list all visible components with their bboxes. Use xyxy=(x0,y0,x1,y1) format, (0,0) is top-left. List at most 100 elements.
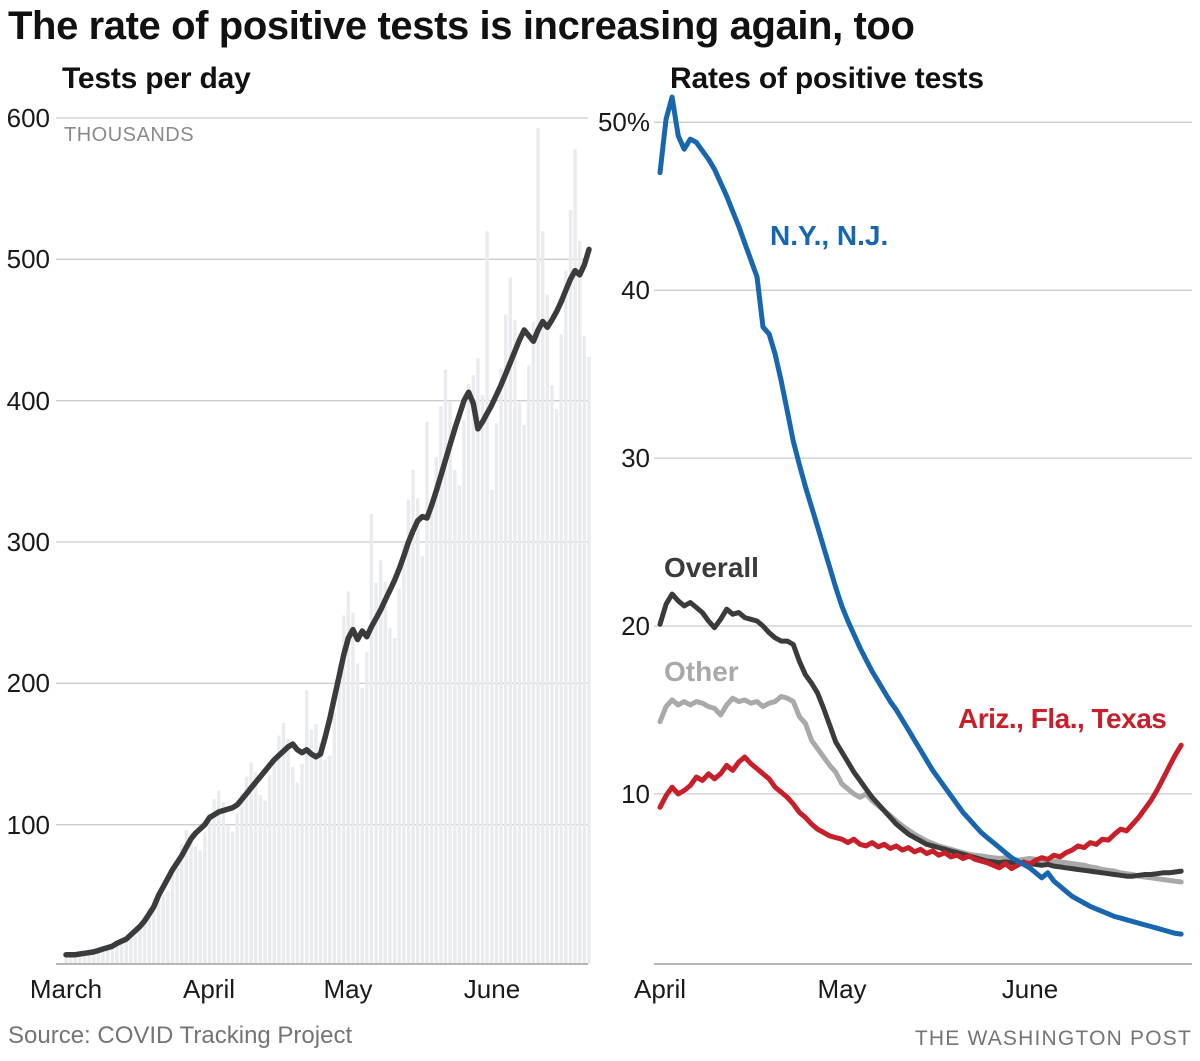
bar xyxy=(119,937,124,964)
bar xyxy=(175,867,179,964)
bar xyxy=(392,638,397,964)
y-axis-tick-label: 50% xyxy=(597,107,650,138)
bar xyxy=(573,149,577,965)
x-axis-month-label: May xyxy=(323,974,373,1004)
bar xyxy=(462,420,466,964)
bar xyxy=(416,498,420,964)
bar xyxy=(578,241,582,964)
bar xyxy=(156,892,161,964)
bar xyxy=(411,469,415,964)
bar xyxy=(545,294,549,964)
bar xyxy=(369,513,374,964)
bar xyxy=(527,365,531,964)
bar xyxy=(383,581,387,964)
bar xyxy=(439,406,443,964)
bar xyxy=(485,231,489,965)
bar xyxy=(281,722,286,964)
bar xyxy=(230,831,235,964)
bar xyxy=(212,799,216,964)
bar xyxy=(429,509,434,964)
bar xyxy=(374,583,378,964)
bar xyxy=(110,946,114,964)
bar xyxy=(355,663,360,964)
bar xyxy=(277,735,281,964)
bar xyxy=(291,766,295,964)
series-line-other xyxy=(657,694,1184,885)
bar xyxy=(522,424,526,964)
bar xyxy=(138,927,142,964)
bar xyxy=(166,891,170,964)
bar xyxy=(531,321,536,964)
bar xyxy=(480,395,485,964)
bar xyxy=(193,845,198,964)
bar xyxy=(96,951,101,964)
bar xyxy=(476,358,480,964)
bar xyxy=(471,375,475,964)
bar xyxy=(189,833,193,964)
bar xyxy=(64,956,68,964)
y-axis-tick-label: 40 xyxy=(621,275,650,306)
bar xyxy=(87,950,91,964)
bar xyxy=(550,385,554,965)
bar xyxy=(203,831,207,964)
bar xyxy=(244,776,249,964)
bar xyxy=(568,209,573,964)
x-axis-month-label: June xyxy=(463,974,521,1004)
y-axis-tick-label: 10 xyxy=(621,778,650,809)
bar xyxy=(78,953,82,964)
bar xyxy=(73,954,77,964)
bar xyxy=(494,423,499,964)
bar xyxy=(425,421,429,964)
publisher-credit: THE WASHINGTON POST xyxy=(914,1027,1192,1050)
bar xyxy=(254,772,258,964)
bar xyxy=(106,949,110,964)
bar xyxy=(332,711,337,964)
bar xyxy=(406,499,411,964)
series-label-overall: Overall xyxy=(664,552,759,583)
bar xyxy=(564,270,568,965)
x-axis-month-label: April xyxy=(182,974,235,1004)
bar xyxy=(286,738,290,964)
bar xyxy=(92,951,96,964)
bar xyxy=(267,775,272,964)
bar xyxy=(554,409,559,965)
bar xyxy=(328,755,332,964)
bar xyxy=(272,755,276,964)
bar xyxy=(513,320,517,965)
bar xyxy=(536,127,540,964)
bar xyxy=(582,335,586,964)
bar xyxy=(379,560,383,964)
bar xyxy=(161,895,165,964)
bar xyxy=(314,724,318,964)
bar xyxy=(240,793,244,964)
bar xyxy=(448,402,452,965)
bar xyxy=(207,813,212,964)
x-axis-month-label: April xyxy=(633,974,686,1004)
bar xyxy=(101,951,105,964)
bar xyxy=(184,830,188,964)
series-line-ny-nj xyxy=(657,94,1184,937)
bar xyxy=(517,402,522,965)
bar xyxy=(133,936,138,964)
bar xyxy=(258,795,263,964)
bar xyxy=(360,687,364,964)
bar xyxy=(587,356,591,964)
bar xyxy=(170,874,175,964)
y-axis-tick-label: 30 xyxy=(621,443,650,474)
bar xyxy=(508,277,512,964)
bar xyxy=(541,231,545,965)
bar xyxy=(143,919,147,964)
bar xyxy=(147,908,151,964)
page-title: The rate of positive tests is increasing… xyxy=(8,4,915,48)
bar xyxy=(217,790,221,964)
bar xyxy=(295,782,300,964)
y-axis-tick-label: 100 xyxy=(6,809,50,840)
series-line-ariz-fla-texas xyxy=(657,742,1184,872)
bar xyxy=(420,556,425,964)
bar xyxy=(180,844,184,964)
bar xyxy=(68,956,73,964)
daily-bars xyxy=(64,127,591,965)
bar xyxy=(226,824,230,964)
